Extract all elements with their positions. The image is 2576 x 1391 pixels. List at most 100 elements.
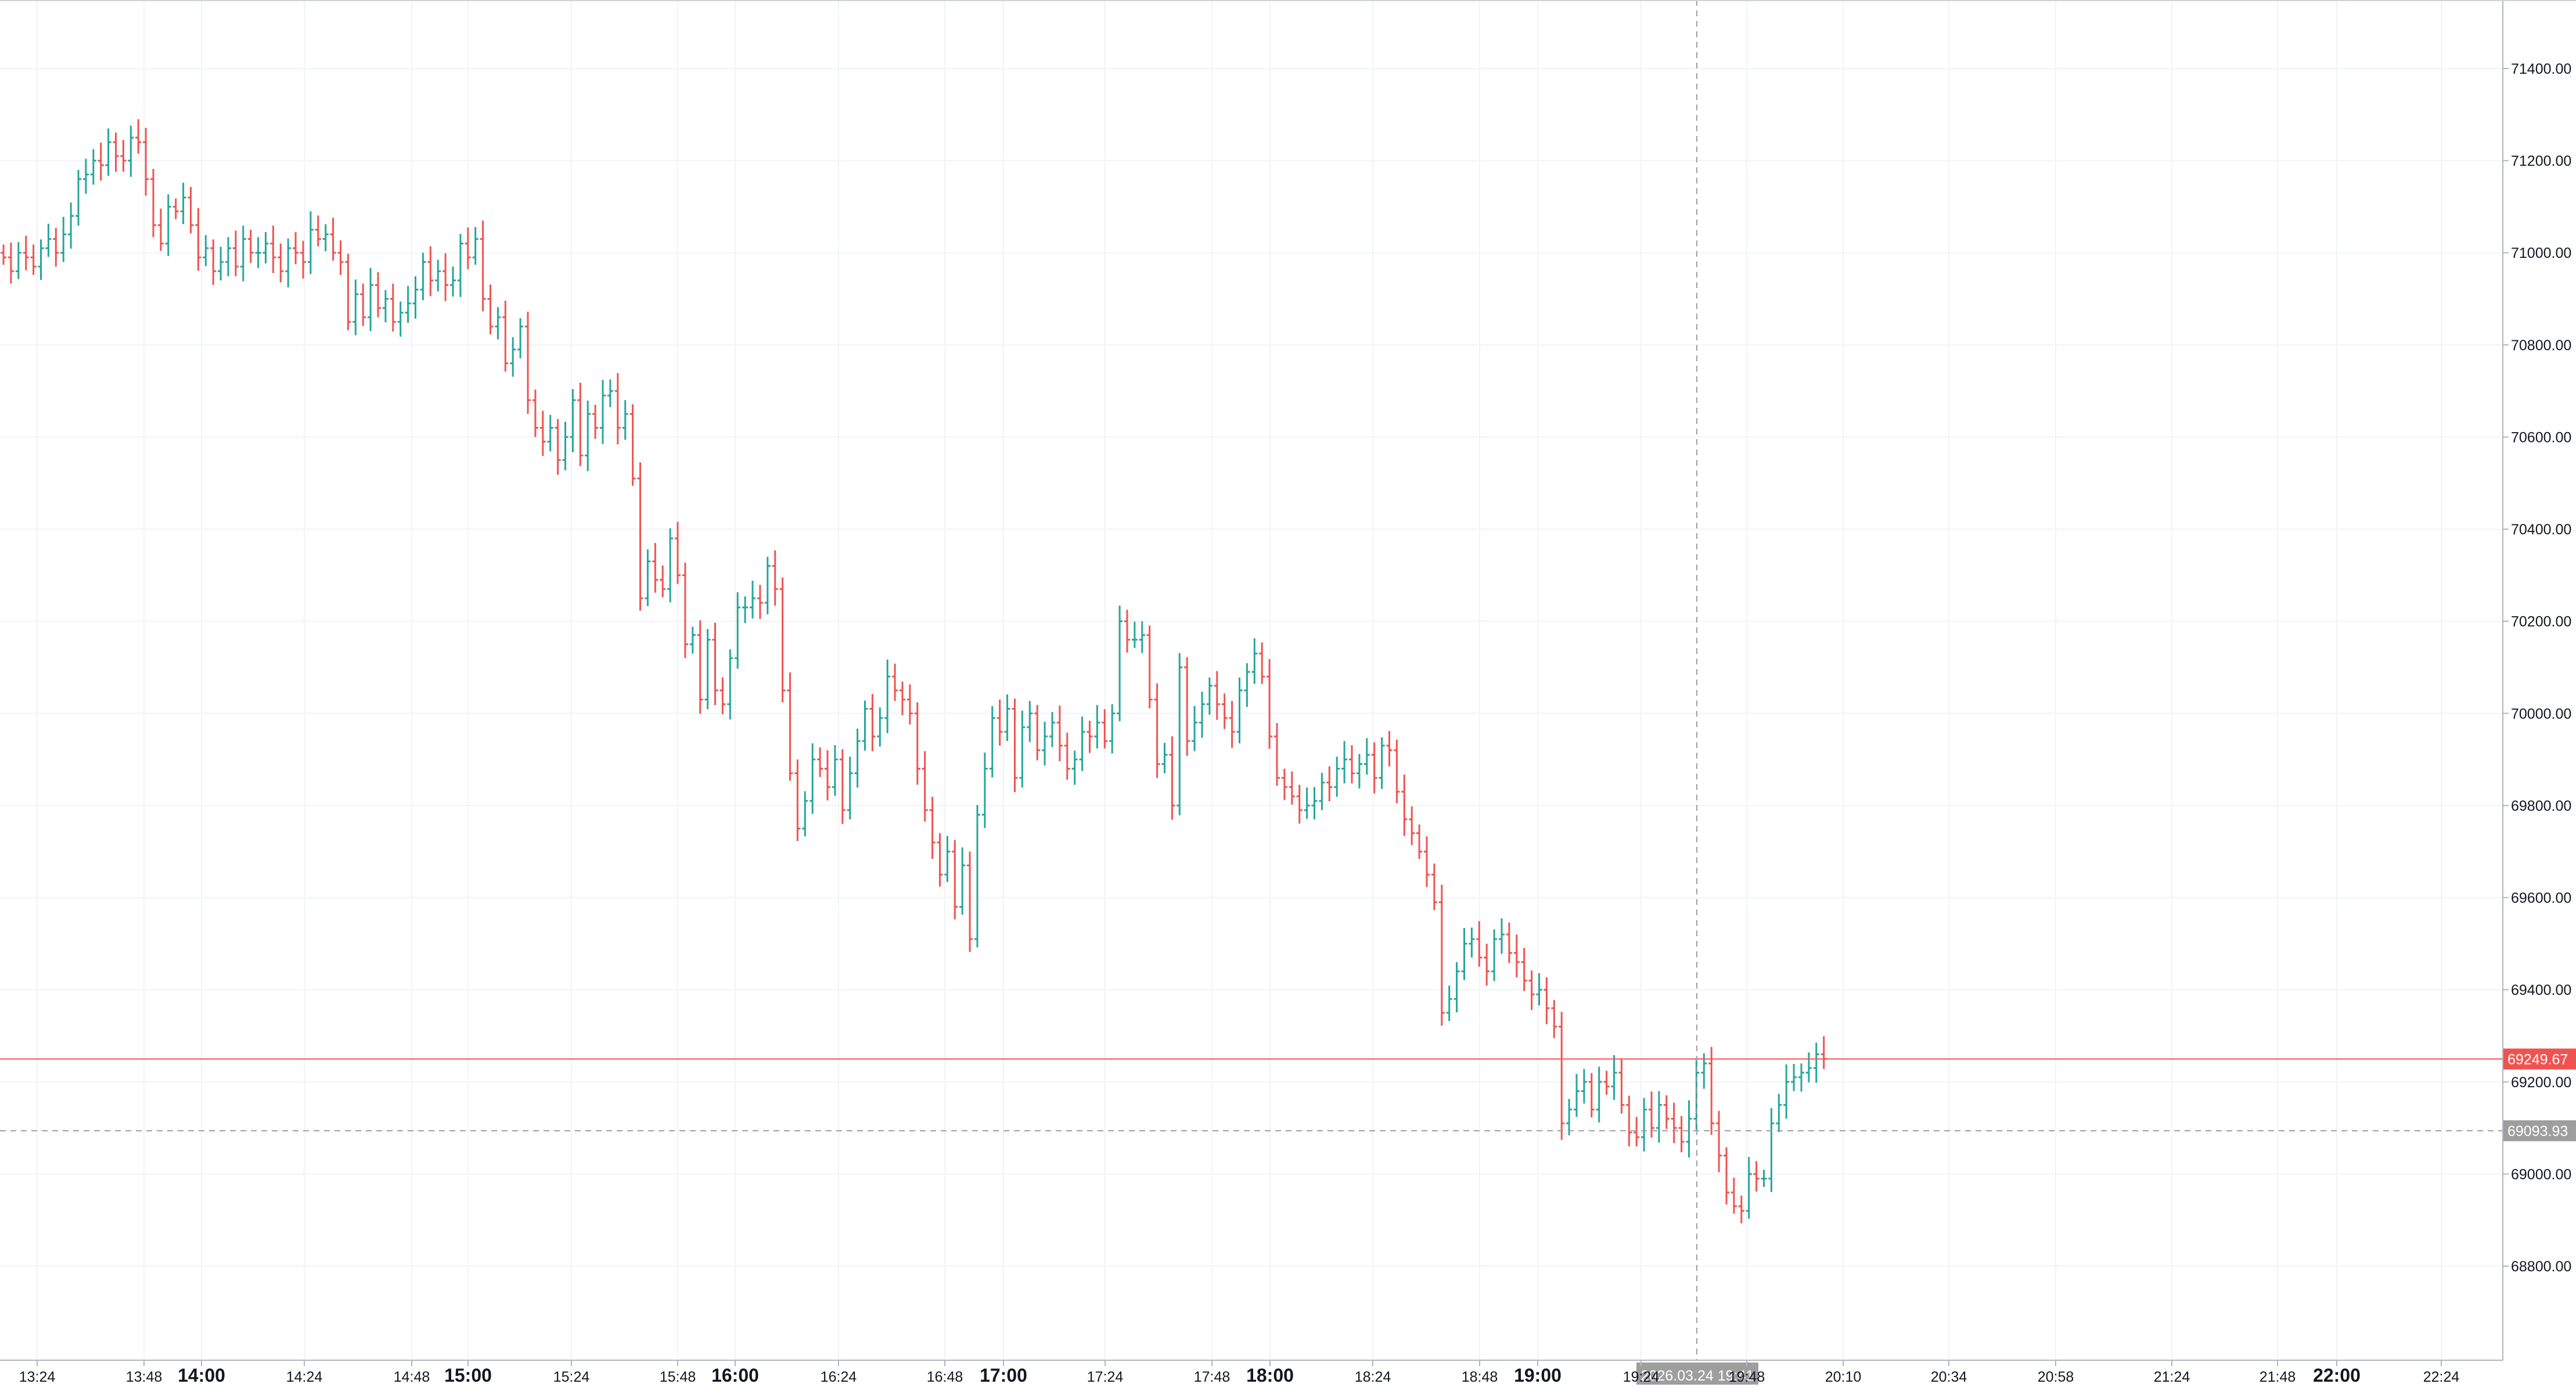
time-tick-label: 14:00	[178, 1365, 225, 1386]
ohlc-bar	[23, 235, 29, 271]
ohlc-bar	[1012, 698, 1018, 792]
time-tick-label: 17:48	[1194, 1369, 1231, 1385]
ohlc-bar	[1154, 683, 1160, 778]
ohlc-bar	[967, 851, 973, 953]
ohlc-bar	[1199, 692, 1205, 738]
ohlc-bar	[1431, 863, 1437, 910]
ohlc-bar	[1056, 705, 1063, 761]
ohlc-bar	[427, 246, 434, 296]
time-tick-label: 18:48	[1462, 1369, 1498, 1385]
crosshair-time-tag-label: 2026.03.24 19:41	[1641, 1368, 1754, 1384]
ohlc-bar	[232, 231, 239, 276]
ohlc-bar	[1311, 787, 1318, 819]
ohlc-bar	[1574, 1074, 1580, 1117]
ohlc-bar	[1086, 720, 1093, 753]
ohlc-bar	[502, 300, 509, 372]
ohlc-bar	[487, 284, 494, 335]
ohlc-bar	[113, 132, 119, 172]
ohlc-bar	[1618, 1059, 1625, 1114]
ohlc-bar	[1499, 918, 1505, 954]
ohlc-bar	[1528, 970, 1535, 1011]
ohlc-bar	[735, 592, 741, 669]
ohlc-bar	[465, 227, 471, 269]
ohlc-bar	[1596, 1066, 1602, 1123]
ohlc-bar	[1544, 977, 1550, 1025]
ohlc-bar	[180, 182, 186, 225]
ohlc-bar	[143, 128, 149, 196]
ohlc-bar	[1379, 737, 1385, 789]
ohlc-bar	[1566, 1099, 1573, 1135]
ohlc-bar	[120, 139, 127, 172]
ohlc-bar	[1805, 1052, 1812, 1083]
ohlc-bar	[1559, 1012, 1565, 1140]
ohlc-bar	[1274, 723, 1280, 786]
ohlc-bar	[1109, 704, 1116, 754]
ohlc-bar	[1438, 885, 1445, 1026]
ohlc-bar	[150, 168, 156, 238]
ohlc-bar	[45, 224, 52, 257]
price-tick-label: 70600.00	[2511, 429, 2571, 445]
ohlc-bar	[817, 747, 823, 777]
ohlc-bar	[1289, 771, 1295, 805]
ohlc-bar	[629, 404, 636, 486]
ohlc-bar	[75, 170, 81, 226]
time-tick-label: 17:00	[980, 1365, 1027, 1386]
ohlc-bar	[1671, 1102, 1677, 1144]
ohlc-bar	[1768, 1108, 1775, 1192]
time-tick-label: 15:00	[444, 1365, 492, 1386]
last-price-tag-label: 69249.67	[2507, 1051, 2568, 1067]
ohlc-bar	[892, 663, 898, 701]
ohlc-bar	[1791, 1063, 1797, 1091]
ohlc-bar	[862, 700, 868, 751]
ohlc-bar	[1079, 716, 1085, 771]
ohlc-bar	[1401, 774, 1408, 836]
ohlc-bar	[697, 620, 703, 714]
ohlc-bar	[810, 743, 816, 814]
ohlc-bar	[1139, 621, 1145, 653]
ohlc-bar	[510, 337, 516, 377]
ohlc-bar	[1626, 1095, 1632, 1146]
ohlc-bar	[1581, 1069, 1587, 1104]
time-tick-label: 22:24	[2423, 1369, 2460, 1385]
ohlc-bar	[128, 125, 134, 177]
price-tick-label: 68800.00	[2511, 1259, 2571, 1275]
price-tick-label: 70800.00	[2511, 337, 2571, 354]
ohlc-bar	[210, 239, 217, 285]
ohlc-bar	[1551, 1000, 1557, 1038]
ohlc-bar	[772, 550, 778, 606]
crosshair-time-tag-bg	[1636, 1363, 1758, 1385]
ohlc-bar	[652, 542, 659, 593]
ohlc-bar	[1409, 806, 1415, 846]
ohlc-bar	[877, 707, 883, 747]
ohlc-bar	[1034, 705, 1041, 761]
ohlc-bar	[53, 228, 59, 267]
ohlc-bar	[195, 208, 202, 271]
ohlc-bar	[727, 649, 733, 720]
ohlc-bar	[60, 217, 67, 263]
ohlc-bar	[914, 702, 920, 785]
ohlc-bar	[360, 283, 366, 326]
ohlc-bar	[480, 220, 486, 311]
ohlc-bar	[884, 659, 891, 734]
ohlc-bar	[1641, 1098, 1647, 1152]
ohlc-bar	[397, 301, 404, 337]
ohlc-bar	[750, 580, 755, 619]
ohlc-bar	[442, 253, 449, 301]
time-tick-label: 13:48	[126, 1369, 163, 1385]
ohlc-bar	[1813, 1043, 1819, 1083]
ohlc-bar	[1251, 638, 1258, 684]
ohlc-bar	[172, 198, 179, 220]
crosshair-price-tag-bg	[2503, 1120, 2576, 1141]
ohlc-bar	[90, 149, 96, 185]
price-tick-label: 70000.00	[2511, 706, 2571, 722]
price-tick-label: 71400.00	[2511, 61, 2571, 77]
ohlc-bar	[330, 217, 336, 261]
ohlc-bar	[1296, 785, 1303, 824]
ohlc-bar	[1678, 1116, 1685, 1153]
ohlc-bar	[218, 246, 224, 281]
ohlc-bar	[900, 681, 905, 716]
